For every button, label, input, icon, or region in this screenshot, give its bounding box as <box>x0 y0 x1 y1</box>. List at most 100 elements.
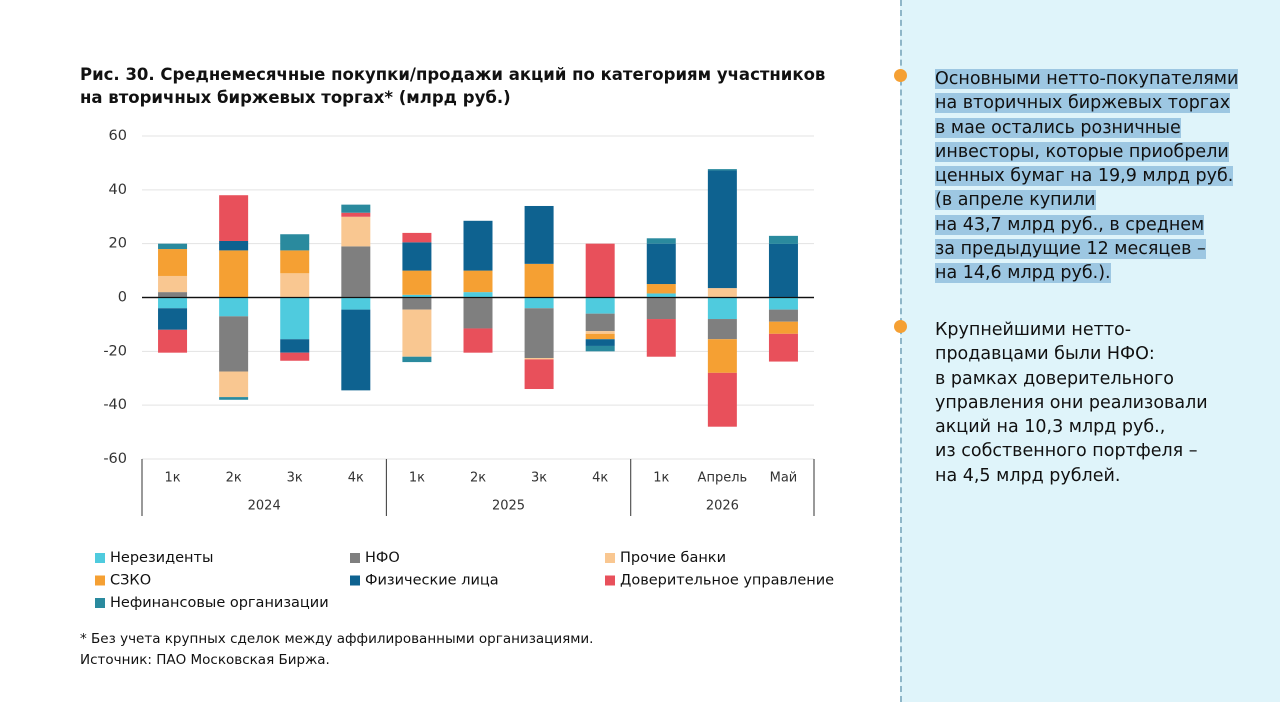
bar-segment <box>219 397 249 400</box>
text: управления они реализовали <box>935 392 1208 413</box>
legend-label: Физические лица <box>365 573 499 589</box>
text: Крупнейшими нетто- <box>935 320 1132 340</box>
bar-segment <box>280 250 310 274</box>
bar-segment <box>402 356 432 363</box>
bar-segment <box>341 212 371 217</box>
bar-segment <box>402 242 432 271</box>
bar-segment <box>524 297 554 309</box>
legend-swatch <box>95 598 105 608</box>
bar-segment <box>402 309 432 357</box>
paragraph: Крупнейшими нетто-продавцами были НФО: в … <box>894 318 1208 488</box>
group-label: 2026 <box>706 499 739 514</box>
title-line: Рис. 30. Среднемесячные покупки/продажи … <box>80 65 826 84</box>
bar-segment <box>768 333 798 362</box>
bullet <box>894 69 907 82</box>
text: на вторичных биржевых торгах <box>935 93 1231 114</box>
text-line: на 14,6 млрд руб.). <box>935 261 1238 285</box>
text: ценных бумаг на 19,9 млрд руб. <box>935 166 1234 187</box>
paragraph: Основными нетто-покупателями на вторичных… <box>894 67 1239 286</box>
text-line: в рамках доверительного <box>935 367 1208 391</box>
text-line: на 4,5 млрд рублей. <box>935 464 1208 488</box>
bar-segment <box>707 170 737 289</box>
legend-swatch <box>95 575 105 586</box>
bar-segment <box>219 250 249 298</box>
sidebar: Основными нетто-покупателями на вторичных… <box>894 0 1280 702</box>
bar-segment <box>524 308 554 359</box>
y-tick-label: 20 <box>109 236 127 252</box>
bar-segment <box>585 243 615 298</box>
bar-segment <box>280 273 310 298</box>
x-tick-label: 3к <box>287 471 303 486</box>
bar-segment <box>463 328 493 353</box>
y-tick-label: -20 <box>103 343 127 359</box>
text: на 4,5 млрд рублей. <box>935 465 1121 486</box>
bar-segment <box>585 333 615 340</box>
bar-segment <box>646 319 676 357</box>
group-label: 2024 <box>248 499 281 514</box>
x-tick-label: 2к <box>470 471 486 486</box>
bar-segment <box>768 309 798 322</box>
bar-segment <box>646 284 676 294</box>
bar-segment <box>341 246 371 298</box>
legend-swatch <box>350 553 360 563</box>
text-line: акций на 10,3 млрд руб., <box>935 415 1208 439</box>
bar-segment <box>585 297 615 314</box>
bar-segment <box>646 243 676 285</box>
bar-segment <box>158 243 188 250</box>
legend-label: Нерезиденты <box>110 550 213 566</box>
legend-swatch <box>95 553 105 563</box>
text-line: (в апреле купили <box>935 188 1238 212</box>
bar-segment <box>341 297 371 310</box>
text: Основными нетто-покупателями <box>935 69 1239 89</box>
x-tick-label: Май <box>770 471 798 486</box>
bar-segment <box>585 345 615 352</box>
legend-label: Доверительное управление <box>620 573 834 589</box>
bar-segment <box>158 297 188 309</box>
y-tick-label: -60 <box>103 451 127 467</box>
bar-segment <box>463 270 493 293</box>
bar-segment <box>524 263 554 298</box>
bar-segment <box>219 240 249 251</box>
bar-segment <box>341 309 371 391</box>
text: в мае остались розничные <box>935 117 1181 138</box>
bar-segment <box>158 329 188 353</box>
bar-segment <box>280 352 310 361</box>
y-tick-label: 0 <box>118 290 127 306</box>
text-line: управления они реализовали <box>935 391 1208 415</box>
bar-segment <box>402 232 432 243</box>
bar-segment <box>158 292 188 298</box>
bar-segment <box>585 339 615 346</box>
bar-segment <box>341 204 371 213</box>
bar-segment <box>280 234 310 251</box>
text: за предыдущие 12 месяцев – <box>935 239 1206 260</box>
bar-segment <box>280 297 310 340</box>
y-tick-label: -40 <box>103 397 127 413</box>
text-line: Крупнейшими нетто- <box>935 318 1208 342</box>
bar-segment <box>768 297 798 310</box>
title-line: на вторичных биржевых торгах* (млрд руб.… <box>80 88 511 107</box>
bar-segment <box>402 294 432 298</box>
source: Источник: ПАО Московская Биржа. <box>80 652 330 668</box>
legend-label: Нефинансовые организации <box>110 595 329 611</box>
x-tick-label: 2к <box>226 471 242 486</box>
bar-segment <box>524 358 554 360</box>
y-tick-label: 60 <box>109 128 127 144</box>
bullet <box>894 320 907 333</box>
bar-segment <box>219 297 249 317</box>
bar-segment <box>646 293 676 298</box>
bar-segment <box>707 297 737 320</box>
bar-segment <box>646 297 676 320</box>
text-line: Основными нетто-покупателями <box>935 67 1239 91</box>
text: (в апреле купили <box>935 190 1096 211</box>
chart-title: Рис. 30. Среднемесячные покупки/продажи … <box>80 63 825 109</box>
legend-label: СЗКО <box>110 573 151 589</box>
bar-segment <box>158 308 188 330</box>
text-line: из собственного портфеля – <box>935 439 1208 463</box>
legend-swatch <box>605 575 615 586</box>
legend-swatch <box>605 553 615 563</box>
bar-segment <box>524 205 554 264</box>
bar-segment <box>768 243 798 298</box>
x-tick-label: 3к <box>531 471 547 486</box>
bar-segment <box>768 235 798 244</box>
